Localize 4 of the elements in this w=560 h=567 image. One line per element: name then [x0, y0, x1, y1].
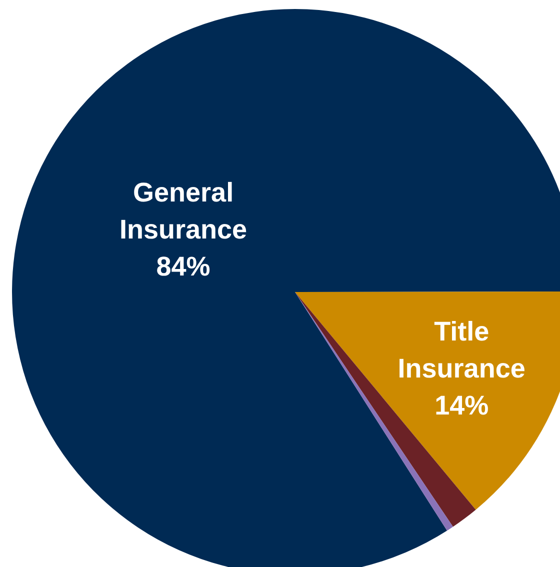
data-label: 14% — [434, 390, 489, 420]
slice-label: Title Insurance — [398, 316, 526, 384]
data-label: 84% — [156, 251, 210, 282]
slice-label: General Insurance — [120, 177, 248, 244]
